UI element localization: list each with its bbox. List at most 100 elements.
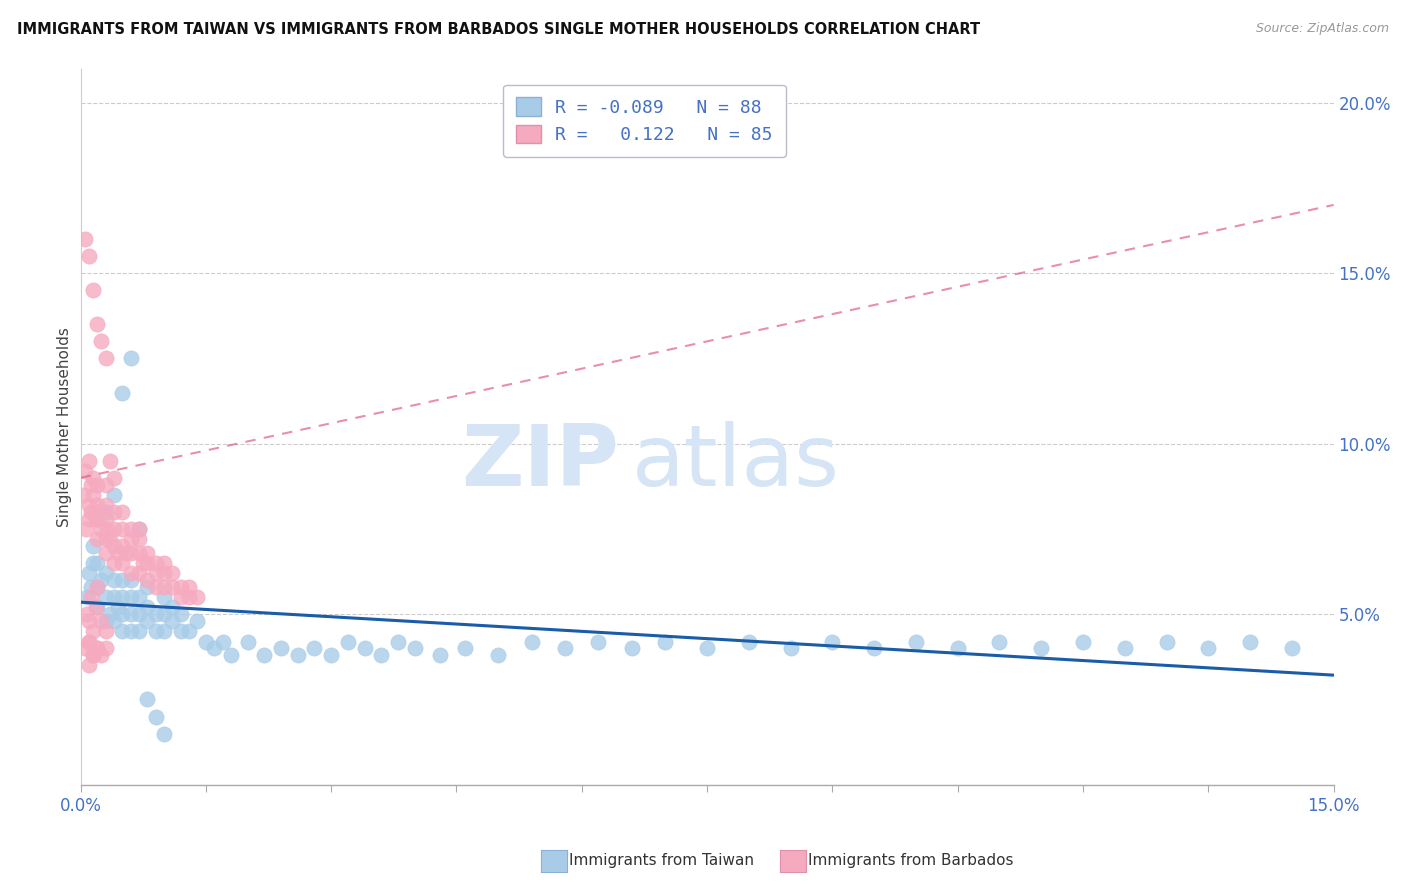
Point [738, 634, 761, 648]
Point [145, 566, 167, 581]
Point [77, 512, 100, 526]
Point [132, 556, 155, 570]
Point [86, 641, 108, 656]
Point [94, 512, 117, 526]
Point [103, 488, 125, 502]
Point [120, 522, 142, 536]
Point [128, 522, 150, 536]
Point [111, 522, 134, 536]
Point [620, 641, 643, 656]
Point [520, 634, 543, 648]
Point [94, 546, 117, 560]
Point [103, 614, 125, 628]
Point [153, 607, 176, 622]
Point [779, 641, 801, 656]
Point [128, 607, 150, 622]
Point [86, 477, 108, 491]
Point [429, 648, 451, 662]
Point [77, 634, 100, 648]
Point [554, 641, 576, 656]
Point [103, 471, 125, 485]
Point [86, 532, 108, 546]
Point [94, 477, 117, 491]
Point [136, 556, 159, 570]
Point [94, 351, 117, 366]
Point [94, 641, 117, 656]
Point [82, 648, 104, 662]
Point [136, 580, 159, 594]
Point [486, 648, 509, 662]
Point [136, 600, 159, 615]
Point [353, 641, 375, 656]
Point [120, 590, 142, 604]
Point [80, 505, 103, 519]
Point [336, 634, 359, 648]
Point [103, 505, 125, 519]
Point [98, 607, 121, 622]
Point [82, 283, 104, 297]
Text: Immigrants from Taiwan: Immigrants from Taiwan [569, 854, 755, 868]
Point [94, 614, 117, 628]
Point [90, 648, 112, 662]
Point [1281, 641, 1303, 656]
Point [103, 556, 125, 570]
Point [111, 385, 134, 400]
Point [136, 573, 159, 587]
Point [103, 573, 125, 587]
Point [153, 726, 176, 740]
Point [76, 607, 98, 622]
Point [111, 624, 134, 639]
Point [79, 477, 101, 491]
Point [103, 522, 125, 536]
Point [153, 556, 176, 570]
Point [84, 600, 107, 615]
Point [219, 648, 242, 662]
Point [86, 318, 108, 332]
Point [988, 634, 1011, 648]
Point [107, 546, 129, 560]
Point [654, 634, 676, 648]
Point [82, 539, 104, 553]
Point [128, 624, 150, 639]
Point [145, 709, 167, 723]
Point [128, 566, 150, 581]
Point [94, 505, 117, 519]
Point [86, 498, 108, 512]
Point [120, 624, 142, 639]
Point [86, 580, 108, 594]
Point [128, 522, 150, 536]
Point [404, 641, 426, 656]
Text: Source: ZipAtlas.com: Source: ZipAtlas.com [1256, 22, 1389, 36]
Point [75, 522, 97, 536]
Point [128, 532, 150, 546]
Point [128, 590, 150, 604]
Point [287, 648, 309, 662]
Point [111, 505, 134, 519]
Point [90, 614, 112, 628]
Point [194, 634, 217, 648]
Point [90, 573, 112, 587]
Point [904, 634, 927, 648]
Point [77, 498, 100, 512]
Point [77, 658, 100, 673]
Point [94, 590, 117, 604]
Point [696, 641, 718, 656]
Point [370, 648, 392, 662]
Point [86, 512, 108, 526]
Point [94, 624, 117, 639]
Point [111, 607, 134, 622]
Point [103, 539, 125, 553]
Point [79, 590, 101, 604]
Point [94, 532, 117, 546]
Point [98, 454, 121, 468]
Point [170, 580, 193, 594]
Point [1071, 634, 1094, 648]
Point [236, 634, 259, 648]
Point [136, 546, 159, 560]
Point [111, 539, 134, 553]
Point [76, 590, 98, 604]
Point [162, 566, 184, 581]
Point [90, 522, 112, 536]
Point [120, 573, 142, 587]
Point [86, 641, 108, 656]
